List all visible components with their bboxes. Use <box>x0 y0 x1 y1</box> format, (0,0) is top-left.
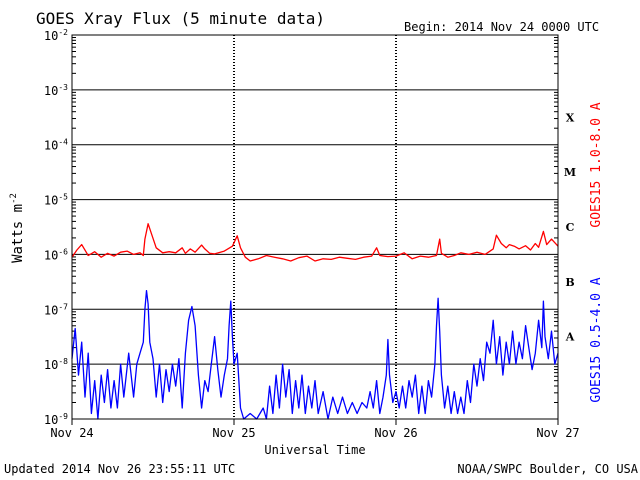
flare-class-label: B <box>565 276 574 289</box>
series-label-short: GOES15 0.5-4.0 A <box>589 277 604 402</box>
flare-class-label: A <box>565 331 575 344</box>
x-tick-labels: Nov 24 Nov 25 Nov 26 Nov 27 <box>50 426 579 440</box>
y-tick-label: 10-5 <box>44 193 68 208</box>
y-tick-labels: 10-2 10-3 10-4 10-5 10-6 10-7 10-8 10-9 <box>44 28 68 427</box>
flare-class-labels: X M C B A <box>564 111 576 343</box>
y-tick-label: 10-2 <box>44 28 68 43</box>
plot-frame <box>71 34 559 420</box>
series-layer <box>71 223 559 420</box>
x-tick-label: Nov 25 <box>212 426 255 440</box>
flare-class-label: X <box>566 111 575 124</box>
credit-text: NOAA/SWPC Boulder, CO USA <box>457 462 638 476</box>
x-axis-label: Universal Time <box>264 443 365 457</box>
chart-title: GOES Xray Flux (5 minute data) <box>36 9 325 28</box>
y-tick-label: 10-9 <box>44 412 68 427</box>
y-tick-label: 10-4 <box>44 138 68 153</box>
begin-label: Begin: 2014 Nov 24 0000 UTC <box>404 20 599 34</box>
x-tick-label: Nov 27 <box>536 426 579 440</box>
y-tick-label: 10-6 <box>44 247 68 262</box>
y-axis-label-text: Watts m <box>10 204 26 263</box>
series-line-short <box>71 289 559 420</box>
x-tick-label: Nov 26 <box>374 426 417 440</box>
series-label-long: GOES15 1.0-8.0 A <box>589 102 604 227</box>
svg-text:Watts m-2: Watts m-2 <box>9 193 26 263</box>
y-axis-label: Watts m-2 <box>9 193 26 263</box>
flare-class-label: C <box>566 221 575 234</box>
series-line-long <box>71 223 559 262</box>
updated-timestamp: Updated 2014 Nov 26 23:55:11 UTC <box>4 462 235 476</box>
y-tick-label: 10-7 <box>44 302 68 317</box>
flare-class-label: M <box>564 166 576 179</box>
x-tick-label: Nov 24 <box>50 426 93 440</box>
y-axis-label-sup: -2 <box>9 193 19 204</box>
y-tick-label: 10-3 <box>44 83 68 98</box>
y-tick-label: 10-8 <box>44 357 68 372</box>
